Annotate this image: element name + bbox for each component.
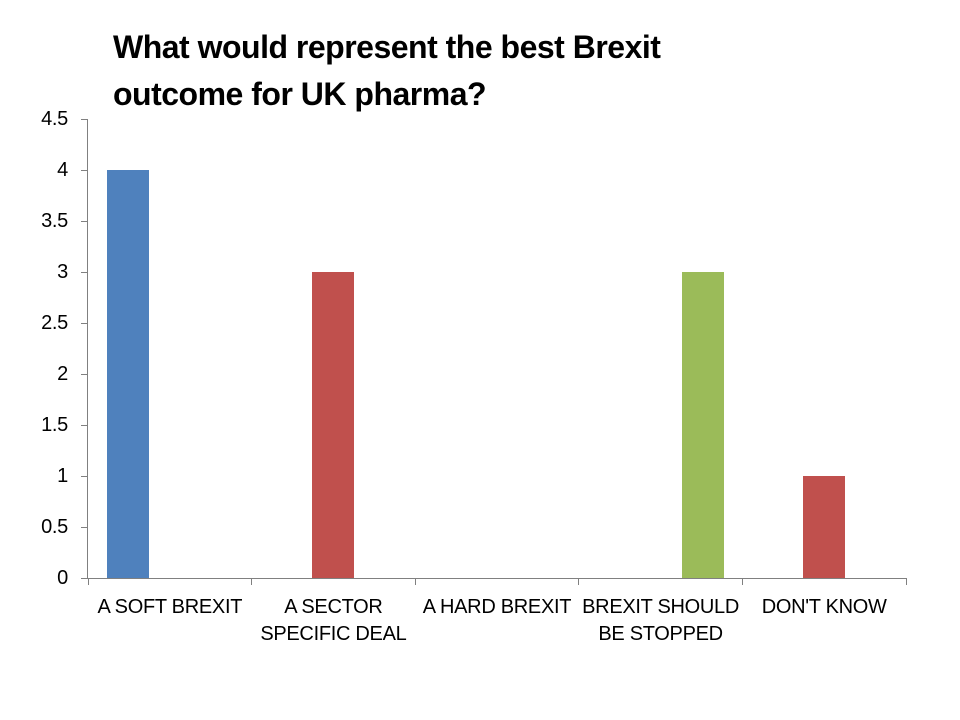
y-axis-tick (81, 271, 87, 273)
category-label: A HARD BREXIT (405, 594, 589, 621)
y-axis-tick (81, 220, 87, 222)
category-label-line: A SOFT BREXIT (97, 596, 243, 618)
y-axis-tick-label: 0 (57, 567, 68, 589)
red-series-bar (312, 272, 355, 578)
x-axis-tick (741, 578, 743, 585)
chart-title-line-2: outcome for UK pharma? (113, 76, 487, 112)
y-axis-tick-label: 3.5 (41, 210, 68, 232)
category-label-line: BREXIT SHOULD (582, 596, 740, 618)
category-label-line: A SECTOR (284, 596, 383, 618)
y-axis-tick (81, 577, 87, 579)
y-axis-tick (81, 475, 87, 477)
y-axis-tick (81, 322, 87, 324)
x-axis-tick (87, 578, 89, 585)
chart-title-line-1: What would represent the best Brexit (113, 29, 661, 65)
category-label: A SECTOR SPECIFIC DEAL (242, 594, 426, 648)
x-axis-tick (905, 578, 907, 585)
category-label: BREXIT SHOULD BE STOPPED (569, 594, 753, 648)
y-axis-tick (81, 118, 87, 120)
plot-area: 0 0.5 1 1.5 2 2.5 3 3.5 4 4.5 A SOFT BREXIT A SECTO… (41, 108, 907, 645)
green-series-bar (681, 272, 724, 578)
x-axis-tick (251, 578, 253, 585)
y-axis-tick (81, 424, 87, 426)
category-label-line: BE STOPPED (598, 623, 723, 645)
category-label-line: SPECIFIC DEAL (260, 623, 407, 645)
category-label-line: DON'T KNOW (761, 596, 887, 618)
y-axis-tick-label: 0.5 (41, 516, 68, 538)
y-axis-tick-label: 4 (57, 159, 68, 181)
blue-series-bar (106, 170, 149, 578)
y-axis-tick (81, 526, 87, 528)
category-label: A SOFT BREXIT (78, 594, 262, 621)
y-axis-tick-label: 1 (57, 465, 68, 487)
x-axis-tick (414, 578, 416, 585)
red-series-bar (803, 476, 846, 578)
category-label: DON'T KNOW (732, 594, 916, 621)
y-axis-tick-label: 1.5 (41, 414, 68, 436)
chart-title: What would represent the best Brexit out… (113, 24, 913, 118)
x-axis-tick (578, 578, 580, 585)
y-axis-tick-label: 2 (57, 363, 68, 385)
y-axis-tick-label: 4.5 (41, 108, 68, 130)
category-label-line: A HARD BREXIT (422, 596, 572, 618)
y-axis-tick-label: 3 (57, 261, 68, 283)
y-axis-tick (81, 373, 87, 375)
y-axis-tick-label: 2.5 (41, 312, 68, 334)
y-axis-tick (81, 169, 87, 171)
